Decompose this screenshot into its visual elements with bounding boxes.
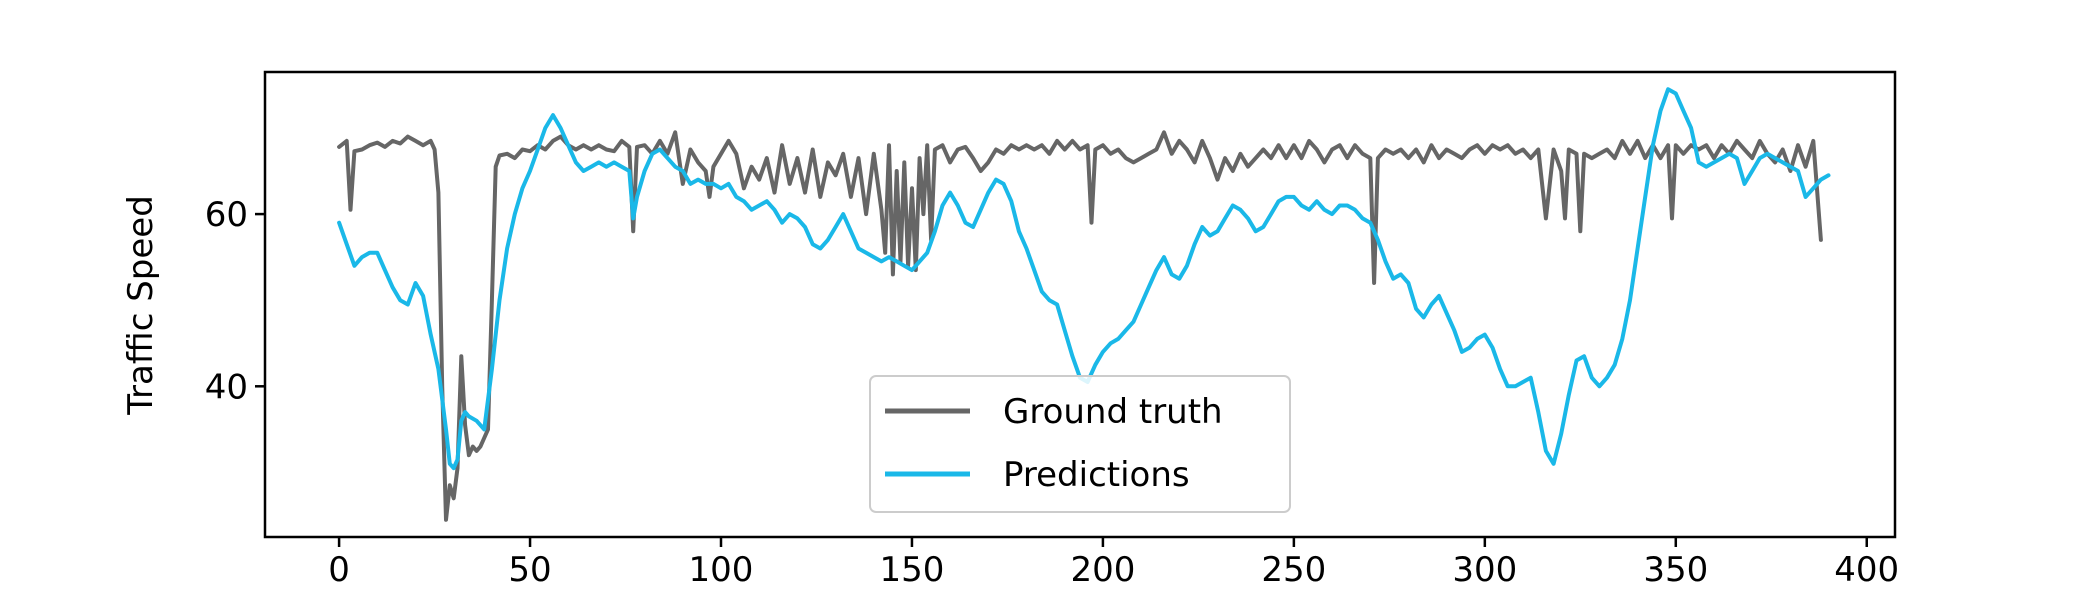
y-axis-title: Traffic Speed [121, 195, 161, 416]
y-tick-label: 40 [205, 367, 248, 407]
series-line-ground-truth [337, 130, 1823, 522]
legend-label-predictions: Predictions [1003, 455, 1190, 495]
x-tick-label: 0 [328, 550, 350, 590]
x-tick-label: 200 [1070, 550, 1135, 590]
x-tick-label: 50 [508, 550, 551, 590]
x-tick-label: 250 [1261, 550, 1326, 590]
legend-label-ground-truth: Ground truth [1003, 392, 1223, 432]
x-tick-label: 350 [1643, 550, 1708, 590]
x-tick-label: 400 [1834, 550, 1899, 590]
x-tick-label: 150 [880, 550, 945, 590]
x-tick-label: 300 [1452, 550, 1517, 590]
series-line-predictions [337, 87, 1831, 471]
y-tick-label: 60 [205, 195, 248, 235]
legend: Ground truth Predictions [869, 375, 1291, 513]
x-axis: 0 50 100 150 200 250 300 350 400 [328, 537, 1899, 590]
series-layer [337, 87, 1831, 522]
y-axis: 40 60 [205, 195, 265, 407]
legend-box [869, 375, 1291, 513]
plot-frame [263, 70, 1897, 539]
x-tick-label: 100 [689, 550, 754, 590]
